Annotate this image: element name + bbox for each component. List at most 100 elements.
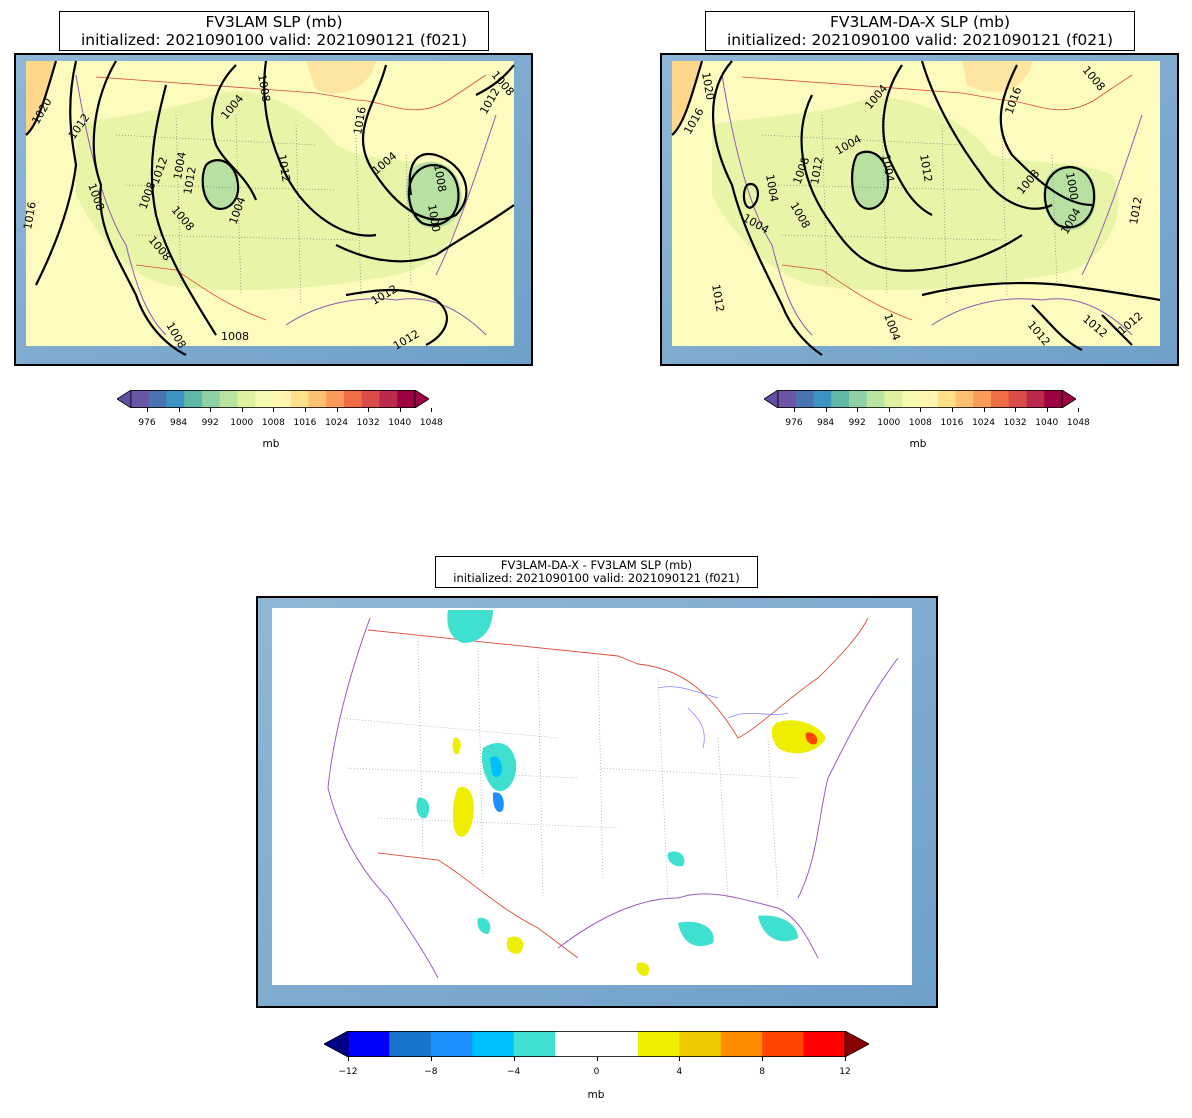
- contour-label: 1004: [879, 153, 897, 183]
- anomaly-minus2-4: [678, 921, 714, 947]
- difference-colorbar-svg: [323, 1030, 870, 1058]
- colorbar-bin: [555, 1031, 597, 1057]
- colorbar-under-arrow: [116, 389, 132, 409]
- colorbar-bin: [973, 390, 992, 408]
- colorbar-tick-label: 1048: [1066, 418, 1090, 428]
- high-pressure-shading-north: [306, 61, 376, 94]
- colorbar-tick: [845, 1057, 846, 1061]
- colorbar-tick: [241, 408, 243, 412]
- colorbar-tick-label: −4: [507, 1067, 521, 1077]
- low-pressure-rockies: [202, 160, 239, 209]
- colorbar-bin: [148, 390, 167, 408]
- colorbar-tick-label: 1000: [230, 418, 254, 428]
- colorbar-tick-label: 8: [759, 1067, 766, 1077]
- colorbar-tick-label: 1008: [908, 418, 932, 428]
- coastlines: [75, 74, 497, 336]
- colorbar-tick-label: 992: [201, 418, 219, 428]
- fv3lam-da-x-colorbar: 976 984 992 1000 1008 1016 1024 1032 1040 1048 mb: [763, 389, 1090, 452]
- colorbar-under-arrow: [323, 1030, 349, 1058]
- contour-label: 1012: [917, 153, 935, 183]
- contour-label: 1012: [1127, 196, 1145, 226]
- great-lakes: [657, 686, 789, 749]
- high-pressure-shading-west: [26, 61, 56, 135]
- state-borders: [337, 637, 799, 899]
- fv3lam-colorbar-svg: [116, 389, 430, 409]
- colorbar-tick: [336, 408, 338, 412]
- colorbar-tick: [762, 1057, 764, 1061]
- anomaly-plus2-4: [452, 737, 461, 755]
- contour-label: 1008: [255, 73, 273, 103]
- colorbar-tick-label: 1000: [877, 418, 901, 428]
- colorbar-bin: [389, 1031, 432, 1057]
- colorbar-bin: [849, 390, 868, 408]
- colorbar-bin: [596, 1031, 639, 1057]
- anomaly-plus2-4: [636, 962, 650, 976]
- colorbar-bin: [720, 1031, 763, 1057]
- fv3lam-colorbar-unit: mb: [262, 438, 280, 450]
- fv3lam-title-line2: initialized: 2021090100 valid: 202109012…: [80, 30, 468, 49]
- colorbar-tick-label: −12: [338, 1067, 358, 1077]
- colorbar-bin: [937, 390, 956, 408]
- colorbar-tick: [679, 1057, 681, 1061]
- colorbar-bin: [348, 1031, 390, 1057]
- contour-label: 1004: [171, 151, 189, 181]
- fv3lam-title: FV3LAM SLP (mb) initialized: 2021090100 …: [59, 11, 489, 51]
- colorbar-tick-label: −8: [424, 1067, 438, 1077]
- colorbar-tick: [513, 1057, 515, 1061]
- fv3lam-da-x-slp-map: 1020 1016 1004 1016 1008 1004 1004 1004 …: [660, 53, 1179, 366]
- anomaly-minus2-4: [447, 610, 493, 643]
- contour-label: 1016: [21, 201, 39, 231]
- colorbar-tick-label: 976: [785, 418, 803, 428]
- fv3lam-colorbar: 976 984 992 1000 1008 1016 1024 1032 1040 1048 mb: [116, 389, 443, 452]
- anomaly-plus2-4: [506, 936, 524, 954]
- colorbar-bin: [326, 390, 345, 408]
- colorbar-bin: [219, 390, 238, 408]
- colorbar-tick: [1015, 408, 1017, 412]
- colorbar-tick-label: 1016: [940, 418, 964, 428]
- colorbar-tick: [273, 408, 275, 412]
- colorbar-bin: [344, 390, 363, 408]
- difference-map-svg: [258, 598, 936, 1006]
- colorbar-bin: [637, 1031, 680, 1057]
- contour-label: 1020: [699, 71, 717, 101]
- colorbar-bin: [920, 390, 939, 408]
- coastlines: [721, 74, 1143, 336]
- fv3lam-da-x-colorbar-svg: [763, 389, 1077, 409]
- colorbar-tick-label: 1032: [356, 418, 380, 428]
- fv3lam-da-x-colorbar-unit: mb: [909, 438, 927, 450]
- anomaly-minus2-4: [667, 851, 685, 867]
- colorbar-bin: [1008, 390, 1027, 408]
- fv3lam-da-x-title: FV3LAM-DA-X SLP (mb) initialized: 202109…: [705, 11, 1135, 51]
- colorbar-tick: [146, 408, 148, 412]
- contour-label: 1004: [763, 173, 781, 203]
- colorbar-over-arrow: [844, 1030, 870, 1058]
- fv3lam-slp-map: 1020 1012 1004 1008 1008 1004 1016 1008 …: [14, 53, 533, 366]
- colorbar-tick-label: 992: [848, 418, 866, 428]
- mid-pressure-shading: [76, 91, 463, 291]
- colorbar-bin: [184, 390, 203, 408]
- colorbar-bin: [361, 390, 380, 408]
- fv3lam-da-x-title-line2: initialized: 2021090100 valid: 202109012…: [726, 30, 1114, 49]
- colorbar-over-arrow: [1061, 389, 1077, 409]
- colorbar-tick: [431, 408, 433, 412]
- colorbar-bin: [1044, 390, 1063, 408]
- colorbar-tick-label: 1024: [972, 418, 995, 428]
- colorbar-tick: [430, 1057, 432, 1061]
- colorbar-tick-label: 0: [593, 1067, 600, 1077]
- contour-label: 1016: [351, 106, 369, 136]
- colorbar-tick: [596, 1057, 598, 1061]
- colorbar-bin: [991, 390, 1010, 408]
- colorbar-tick: [368, 408, 370, 412]
- colorbar-bin: [831, 390, 850, 408]
- anomaly-minus2-4: [477, 917, 491, 934]
- contour-label: 1008: [431, 163, 449, 193]
- colorbar-tick-label: 1024: [325, 418, 348, 428]
- contour-label: 1008: [221, 330, 249, 343]
- country-borders: [367, 617, 869, 959]
- colorbar-tick: [920, 408, 922, 412]
- anomaly-plus2-4: [771, 720, 826, 754]
- colorbar-bin: [379, 390, 398, 408]
- difference-field-base: [272, 608, 912, 985]
- contour-label: 1012: [275, 153, 293, 183]
- colorbar-tick: [210, 408, 212, 412]
